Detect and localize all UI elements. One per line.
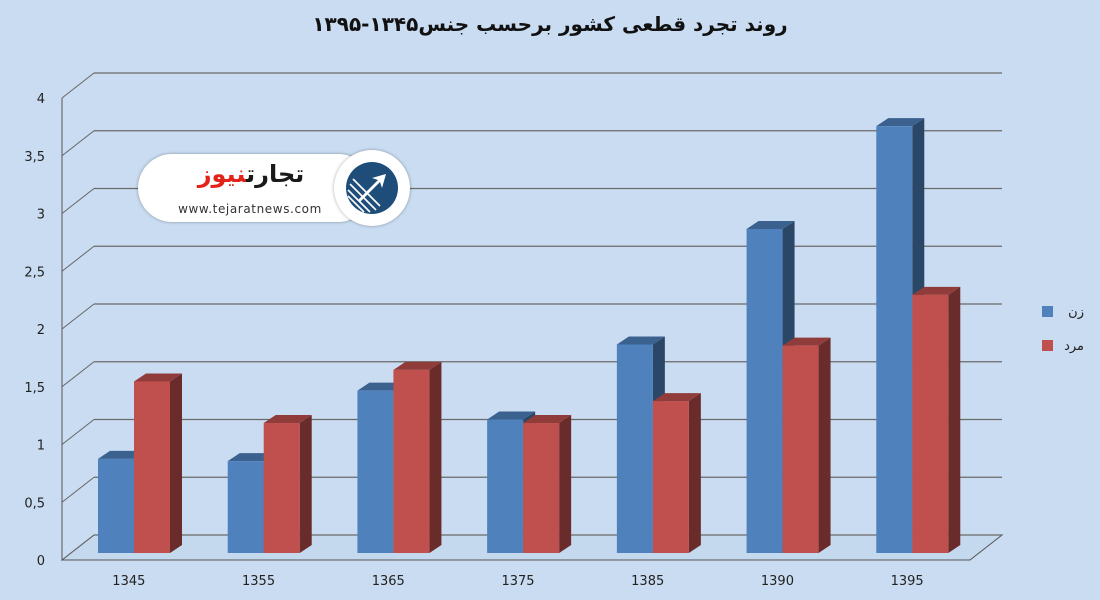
x-tick-label: 1345 xyxy=(112,574,145,589)
bar-front xyxy=(227,461,264,553)
gridline-side xyxy=(61,476,95,503)
legend-item: مرد xyxy=(1042,339,1084,354)
bar-side xyxy=(559,415,572,553)
bars xyxy=(98,118,961,554)
legend-label: مرد xyxy=(1064,339,1084,354)
bar-front xyxy=(876,126,913,553)
arrow-emblem-icon xyxy=(346,162,398,214)
bar-mard-1355 xyxy=(263,415,312,553)
bar-top xyxy=(487,411,536,420)
y-tick-label: 0,5 xyxy=(24,496,45,511)
y-tick-label: 0 xyxy=(37,554,45,569)
chart-title: روند تجرد قطعی کشور برحسب جنس۱۳۴۵-۱۳۹۵ xyxy=(312,12,788,36)
bar-mard-1390 xyxy=(782,337,831,553)
gridline-side xyxy=(61,130,95,157)
x-axis-ticks: 1345 1355 1365 1375 1385 1390 1395 xyxy=(112,574,923,589)
x-tick-label: 1395 xyxy=(891,574,924,589)
logo-pill-background xyxy=(138,154,372,222)
logo-brand-text: تجارتنیوز xyxy=(156,160,346,188)
bar-side xyxy=(818,337,831,553)
bar-top xyxy=(652,393,701,402)
gridline-side xyxy=(61,188,95,214)
gridline-side xyxy=(61,303,95,330)
legend: زن مرد xyxy=(1042,305,1084,354)
bar-mard-1345 xyxy=(134,373,182,553)
bar-front xyxy=(746,228,783,554)
bar-front xyxy=(98,458,134,553)
y-tick-label: 1,5 xyxy=(24,381,45,396)
logo-brand-accent: نیوز xyxy=(197,160,247,188)
legend-swatch xyxy=(1042,340,1053,351)
bar-top xyxy=(263,415,312,424)
y-tick-label: 3 xyxy=(37,208,45,223)
bar-front xyxy=(616,344,653,553)
y-tick-label: 2 xyxy=(37,323,45,338)
logo-brand-main: تجارت xyxy=(246,160,305,188)
bar-side xyxy=(299,415,312,553)
bar-top xyxy=(393,361,442,370)
bar-mard-1385 xyxy=(652,393,701,553)
gridline-side xyxy=(61,245,95,272)
gridline-side xyxy=(61,72,95,99)
bar-front xyxy=(263,423,300,553)
bar-side xyxy=(170,373,182,553)
bar-mard-1375 xyxy=(523,415,572,553)
bar-top xyxy=(746,220,795,229)
x-tick-label: 1385 xyxy=(631,574,664,589)
bar-front xyxy=(393,369,430,553)
bar-side xyxy=(429,361,442,553)
bar-front xyxy=(912,294,949,553)
bar-top xyxy=(134,373,182,382)
legend-label: زن xyxy=(1068,305,1084,320)
legend-item: زن xyxy=(1042,305,1084,320)
y-axis-ticks: 0 0,5 1 1,5 2 2,5 3 3,5 4 xyxy=(24,92,45,569)
bar-front xyxy=(782,345,819,553)
logo-website: www.tejaratnews.com xyxy=(178,202,322,216)
bar-mard-1365 xyxy=(393,361,442,553)
x-tick-label: 1375 xyxy=(501,574,534,589)
bar-top xyxy=(782,337,831,346)
legend-swatch xyxy=(1042,306,1053,317)
bar-front xyxy=(487,419,524,553)
bar-side xyxy=(948,286,961,553)
tejaratnews-watermark-logo: تجارتنیوز www.tejaratnews.com xyxy=(138,150,410,228)
x-tick-label: 1355 xyxy=(242,574,275,589)
y-tick-label: 3,5 xyxy=(24,150,45,165)
bar-front xyxy=(134,381,170,553)
bar-top xyxy=(876,118,925,127)
gridline-side xyxy=(61,419,95,445)
bar-top xyxy=(523,415,572,424)
bar-mard-1395 xyxy=(912,286,961,553)
y-tick-label: 4 xyxy=(37,92,45,107)
x-tick-label: 1365 xyxy=(372,574,405,589)
bar-side xyxy=(688,393,701,553)
bar-top xyxy=(616,336,665,345)
gridline-side xyxy=(61,361,95,388)
x-tick-label: 1390 xyxy=(761,574,794,589)
y-tick-label: 2,5 xyxy=(24,265,45,280)
y-tick-label: 1 xyxy=(37,439,45,454)
bar-top xyxy=(912,286,961,295)
bar-front xyxy=(652,401,689,553)
gridline-side xyxy=(61,534,95,561)
bar-front xyxy=(523,423,560,553)
bar-front xyxy=(357,390,394,553)
